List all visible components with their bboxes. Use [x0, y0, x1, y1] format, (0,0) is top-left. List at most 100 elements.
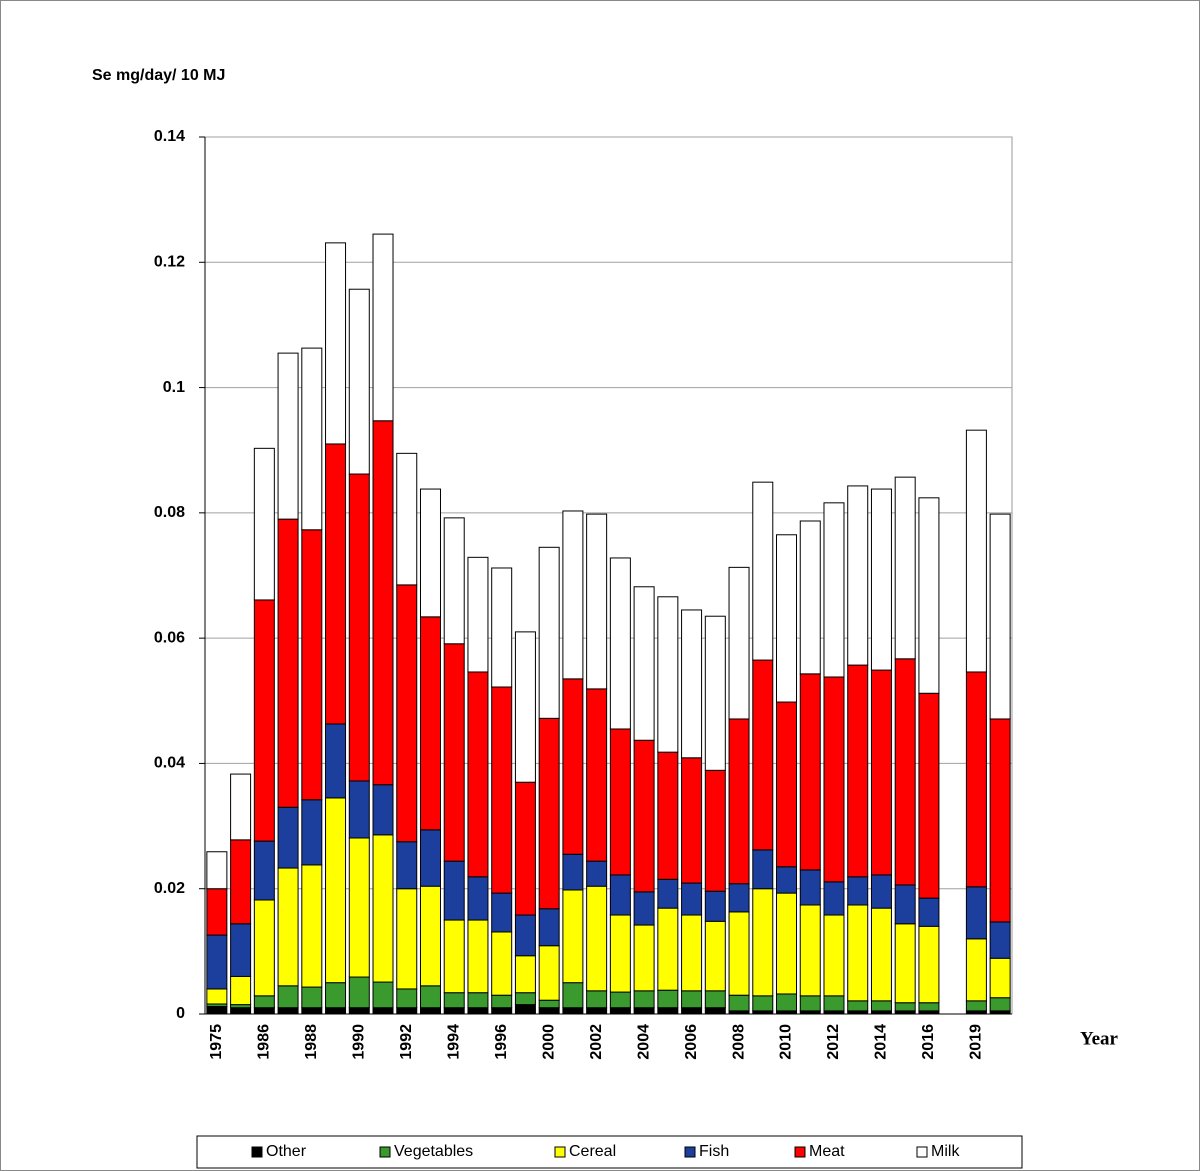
bar-segment — [823, 914, 845, 997]
legend-label: Vegetables — [394, 1143, 473, 1160]
bar-segment — [277, 985, 299, 1009]
bar-segment — [609, 914, 631, 993]
bar-segment — [894, 658, 916, 886]
bar-segment — [586, 885, 608, 992]
bar-segment — [918, 692, 940, 899]
bar-segment — [514, 914, 536, 957]
bar-segment — [728, 718, 750, 885]
bar-segment — [230, 839, 252, 925]
bar-segment — [894, 476, 916, 660]
bar-segment — [586, 860, 608, 887]
bar-segment — [396, 888, 418, 990]
x-tick-label: 1996 — [493, 1024, 510, 1060]
bar-segment — [372, 981, 394, 1009]
bar-segment — [752, 481, 774, 661]
bar-segment — [799, 995, 821, 1012]
bar-segment — [348, 473, 370, 782]
bar-segment — [253, 1007, 275, 1015]
bar-segment — [728, 911, 750, 996]
legend-label: Other — [266, 1143, 307, 1160]
bar-segment — [491, 931, 513, 996]
x-tick-label: 1992 — [398, 1024, 415, 1060]
bar-segment — [253, 840, 275, 901]
legend-swatch — [684, 1146, 696, 1158]
legend-swatch — [379, 1146, 391, 1158]
bar-segment — [823, 676, 845, 883]
bar-segment — [301, 799, 323, 866]
bar-segment — [372, 834, 394, 983]
bar-segment — [918, 497, 940, 694]
bar-segment — [870, 488, 892, 671]
bar-segment — [348, 780, 370, 839]
bar-segment — [681, 1007, 703, 1015]
bar-segment — [443, 1007, 465, 1015]
bar-segment — [586, 990, 608, 1009]
bar-segment — [419, 1007, 441, 1015]
bar-segment — [847, 904, 869, 1002]
bar-segment — [325, 723, 347, 799]
bar-segment — [538, 908, 560, 947]
y-tick-label: 0.12 — [154, 254, 185, 271]
bar-segment — [325, 797, 347, 984]
x-tick-label: 1988 — [303, 1024, 320, 1060]
legend-label: Milk — [931, 1143, 960, 1160]
bar-segment — [325, 982, 347, 1009]
bar-segment — [301, 986, 323, 1009]
bar-segment — [396, 988, 418, 1009]
bar-segment — [989, 718, 1011, 923]
bar-segment — [230, 773, 252, 841]
bar-segment — [253, 447, 275, 601]
bar-segment — [609, 557, 631, 730]
bar-segment — [277, 352, 299, 520]
bar-segment — [230, 975, 252, 1006]
bar-segment — [681, 757, 703, 884]
bar-segment — [396, 1007, 418, 1015]
x-tick-label: 2006 — [683, 1024, 700, 1060]
bar-segment — [491, 1007, 513, 1015]
bar-segment — [325, 242, 347, 445]
bar-segment — [965, 671, 987, 888]
legend-box — [196, 1135, 1023, 1169]
bar-segment — [965, 886, 987, 940]
bar-segment — [681, 882, 703, 916]
x-tick-label: 2010 — [778, 1024, 795, 1060]
bar-segment — [609, 728, 631, 876]
bar-segment — [372, 233, 394, 422]
bar-segment — [728, 994, 750, 1012]
bar-segment — [419, 985, 441, 1009]
x-tick-label: 2012 — [825, 1024, 842, 1060]
bar-segment — [586, 513, 608, 690]
bar-segment — [704, 1007, 726, 1015]
bar-segment — [752, 995, 774, 1012]
bar-segment — [704, 615, 726, 771]
bar-segment — [372, 420, 394, 786]
bar-segment — [918, 925, 940, 1004]
legend-label: Fish — [699, 1143, 729, 1160]
bar-segment — [206, 1005, 228, 1015]
bar-segment — [514, 781, 536, 916]
x-tick-label: 1994 — [445, 1024, 462, 1060]
bar-segment — [609, 874, 631, 916]
bar-segment — [657, 878, 679, 909]
bar-segment — [372, 1007, 394, 1015]
bar-segment — [657, 989, 679, 1009]
bar-segment — [443, 919, 465, 994]
bar-segment — [419, 829, 441, 887]
bar-segment — [419, 885, 441, 987]
x-tick-label: 2000 — [540, 1024, 557, 1060]
bar-segment — [870, 874, 892, 909]
bar-segment — [965, 429, 987, 673]
x-tick-label: 2002 — [588, 1024, 605, 1060]
y-tick-label: 0.06 — [154, 629, 185, 646]
bar-segment — [562, 982, 584, 1009]
bar-segment — [752, 849, 774, 890]
legend-swatch — [554, 1146, 566, 1158]
bar-segment — [419, 488, 441, 618]
legend-label: Meat — [809, 1143, 845, 1160]
bar-segment — [348, 976, 370, 1009]
bar-segment — [633, 739, 655, 893]
bar-segment — [799, 869, 821, 906]
x-tick-label: 2019 — [968, 1024, 985, 1060]
legend-label: Cereal — [569, 1143, 616, 1160]
